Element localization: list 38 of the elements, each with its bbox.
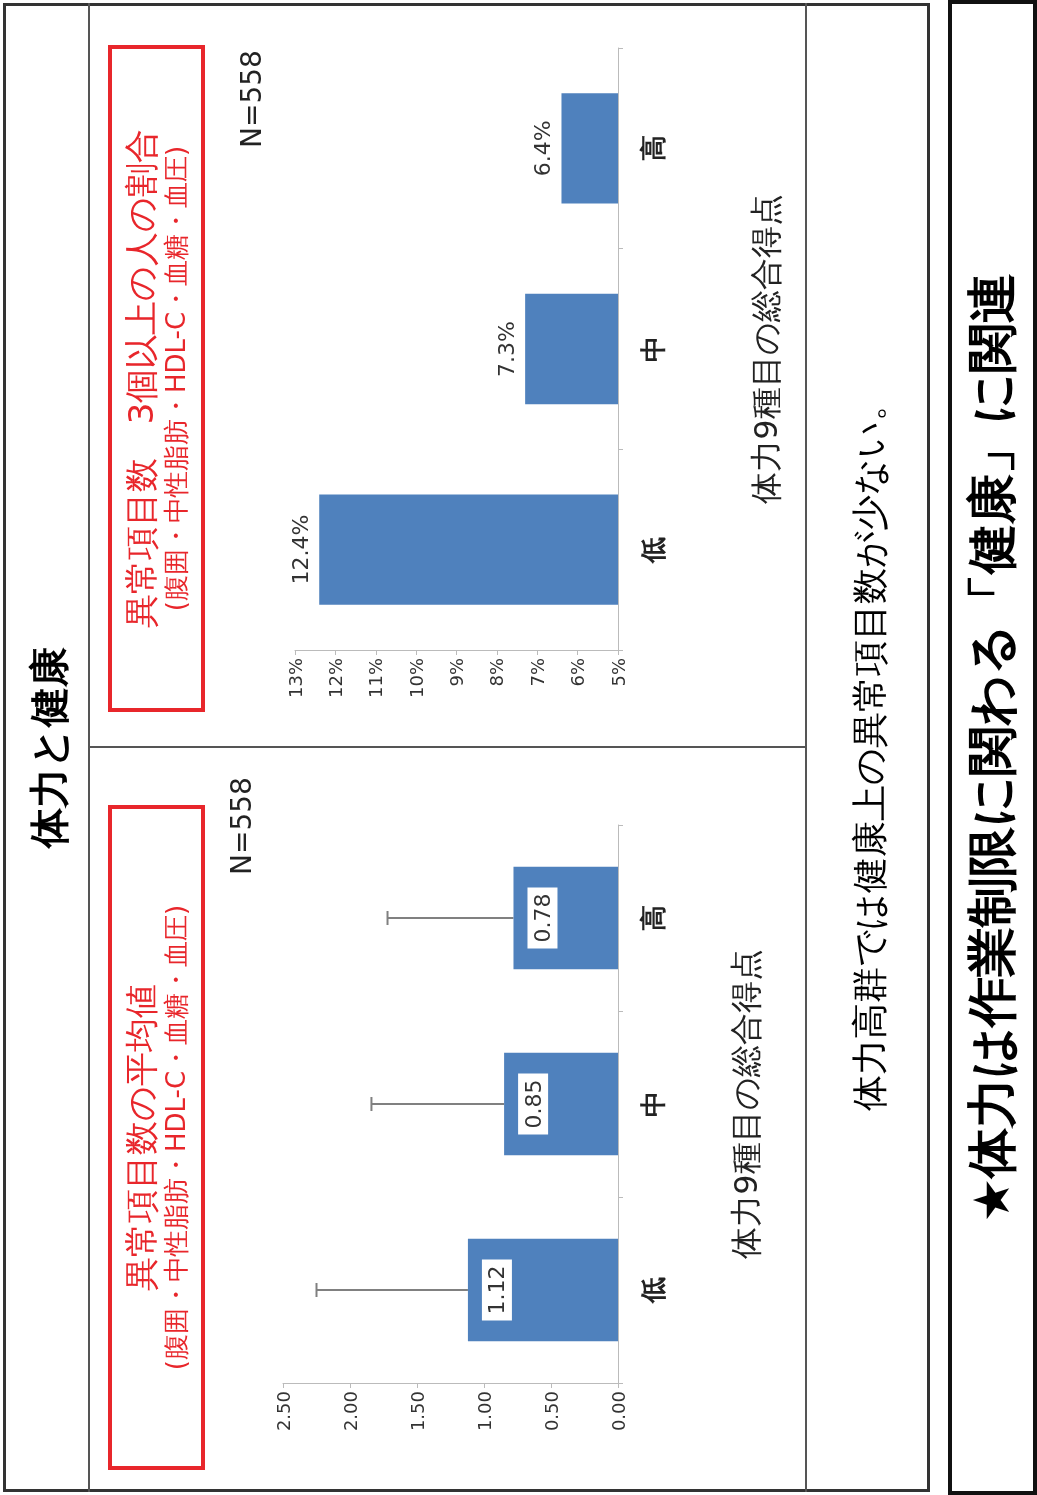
data-label: 0.85 <box>520 1079 546 1129</box>
y-tick-label: 低 <box>638 536 668 564</box>
x-tick-label: 2.00 <box>339 1391 361 1432</box>
data-label: 6.4% <box>529 120 555 177</box>
x-tick-label: 7% <box>526 658 548 687</box>
x-tick-label: 10% <box>405 658 427 699</box>
data-label: 1.12 <box>484 1265 510 1315</box>
text: 異常項目数の平均値 <box>120 984 162 1291</box>
x-tick-label: 8% <box>486 658 508 687</box>
x-tick-label: 0.50 <box>540 1391 562 1432</box>
x-tick-label: 1.50 <box>406 1391 428 1432</box>
y-axis-title: 体力9種目の総合得点 <box>746 193 786 506</box>
y-tick-label: 中 <box>638 1091 668 1117</box>
x-tick-label: 5% <box>607 658 629 687</box>
text: (腹囲・中性脂肪・HDL-C・血糖・血圧) <box>161 904 193 1371</box>
text: N=558 <box>225 777 258 875</box>
text: 体力高群では健康上の異常項目数が少ない。 <box>847 383 891 1113</box>
data-label: 0.78 <box>529 893 555 943</box>
bar <box>467 1238 618 1342</box>
text: (腹囲・中性脂肪・HDL-C・血糖・血圧) <box>161 145 193 612</box>
y-tick-label: 高 <box>638 135 668 162</box>
data-label: 7.3% <box>493 321 519 377</box>
y-axis-title: 体力9種目の総合得点 <box>726 948 766 1261</box>
x-tick-label: 2.50 <box>272 1391 294 1432</box>
y-tick-label: 中 <box>638 336 668 362</box>
y-tick-label: 高 <box>638 905 668 931</box>
y-tick-label: 低 <box>638 1277 668 1304</box>
text: 異常項目数 3個以上の人の割合 <box>120 128 162 629</box>
x-tick-label: 0.00 <box>607 1391 629 1432</box>
x-tick-label: 11% <box>365 658 387 699</box>
x-tick-label: 12% <box>324 658 346 699</box>
x-tick-label: 6% <box>567 658 589 687</box>
text: 体力と健康 <box>24 646 73 851</box>
x-tick-label: 13% <box>284 658 306 699</box>
x-tick-label: 1.00 <box>473 1391 495 1432</box>
x-tick-label: 9% <box>446 658 467 687</box>
text: N=558 <box>235 50 268 148</box>
data-label: 12.4% <box>287 514 313 585</box>
